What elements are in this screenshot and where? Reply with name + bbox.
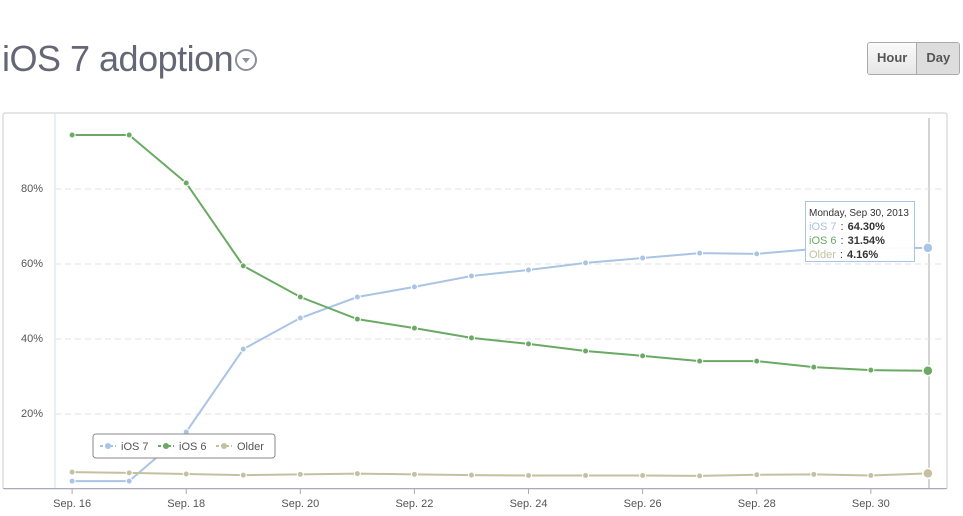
y-tick-label: 20% [21, 408, 43, 420]
y-tick-label: 40% [21, 333, 43, 345]
data-point [410, 283, 418, 291]
data-point [125, 131, 133, 139]
data-point [525, 472, 533, 479]
data-point [639, 472, 647, 479]
legend-dot [105, 443, 111, 449]
data-point [810, 470, 818, 478]
data-point [410, 470, 418, 478]
tooltip-series: Older [809, 249, 836, 261]
data-point [296, 470, 304, 478]
data-point [68, 468, 76, 476]
tooltip-sep: : [839, 249, 843, 261]
data-point [353, 293, 361, 301]
page-title: iOS 7 adoption [2, 38, 234, 79]
x-tick-label: Sep. 28 [738, 498, 776, 510]
x-tick-label: Sep. 16 [53, 498, 91, 510]
data-point [696, 472, 704, 480]
data-point [582, 472, 590, 479]
x-tick-label: Sep. 24 [510, 498, 548, 510]
data-point [639, 254, 647, 262]
tooltip-sep: : [840, 235, 844, 247]
data-point [410, 324, 418, 332]
data-point [582, 347, 590, 355]
data-point [753, 357, 761, 365]
data-point [182, 179, 190, 187]
day-button[interactable]: Day [916, 43, 960, 74]
data-point [353, 315, 361, 323]
x-tick-label: Sep. 26 [624, 498, 662, 510]
data-point [125, 477, 133, 485]
data-point [922, 467, 934, 480]
tooltip-value: 64.30% [847, 221, 885, 233]
data-point [753, 250, 761, 258]
tooltip-value: 31.54% [847, 235, 885, 247]
tooltip: Monday, Sep 30, 2013 iOS 7:64.30% iOS 6:3… [805, 201, 915, 262]
legend-label: Older [237, 441, 264, 453]
data-point [922, 242, 934, 254]
series-line [72, 471, 928, 477]
series-line [72, 134, 928, 372]
data-point [296, 293, 304, 301]
tooltip-series: iOS 7 [809, 221, 837, 233]
data-point [810, 363, 818, 371]
x-tick-label: Sep. 30 [852, 498, 890, 510]
hour-button[interactable]: Hour [868, 43, 917, 74]
data-point [696, 249, 704, 257]
data-point [525, 340, 533, 348]
data-point [867, 366, 875, 374]
data-point [467, 272, 475, 280]
data-point [922, 364, 934, 377]
data-point [467, 334, 475, 342]
data-point [296, 314, 304, 322]
y-tick-label: 80% [21, 183, 43, 195]
x-tick-label: Sep. 18 [167, 498, 205, 510]
data-point [353, 470, 361, 478]
legend-label: iOS 6 [179, 441, 207, 453]
data-point [125, 469, 133, 477]
series-line [72, 246, 928, 483]
data-point [239, 262, 247, 270]
tooltip-series: iOS 6 [809, 235, 837, 247]
chart-frame [2, 112, 948, 490]
tooltip-value: 4.16% [846, 249, 879, 261]
x-tick-label: Sep. 20 [281, 498, 319, 510]
legend-box [92, 433, 276, 459]
data-point [467, 471, 475, 479]
tooltip-row: iOS 6:31.54% [809, 234, 911, 248]
data-point [582, 259, 590, 267]
tooltip-sep: : [840, 221, 844, 233]
data-point [753, 471, 761, 479]
data-point [182, 470, 190, 478]
y-tick-label: 60% [21, 258, 43, 270]
range-buttons: Hour Day [867, 42, 961, 75]
data-point [239, 345, 247, 353]
data-point [696, 357, 704, 365]
x-tick-label: Sep. 22 [395, 498, 433, 510]
data-point [68, 131, 76, 139]
data-point [68, 477, 76, 485]
legend-dot [221, 443, 227, 449]
legend-dot [163, 443, 169, 449]
data-point [525, 266, 533, 274]
data-point [239, 471, 247, 479]
tooltip-date: Monday, Sep 30, 2013 [809, 208, 909, 219]
dropdown[interactable] [235, 49, 257, 71]
data-point [867, 472, 875, 479]
tooltip-row: Older:4.16% [809, 248, 911, 262]
tooltip-row: iOS 7:64.30% [809, 220, 911, 234]
legend-label: iOS 7 [121, 441, 149, 453]
data-point [639, 352, 647, 360]
